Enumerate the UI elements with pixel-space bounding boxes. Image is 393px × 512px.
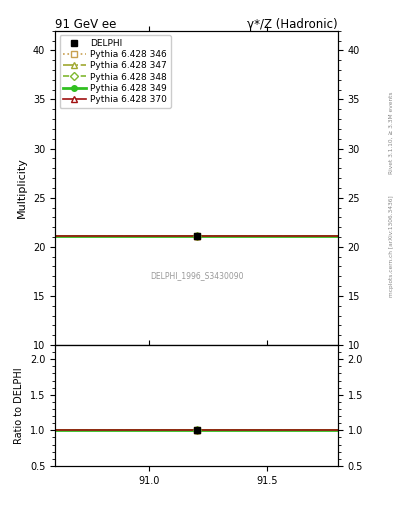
Y-axis label: Ratio to DELPHI: Ratio to DELPHI — [15, 367, 24, 444]
Text: 91 GeV ee: 91 GeV ee — [55, 18, 116, 31]
Text: Rivet 3.1.10, ≥ 3.3M events: Rivet 3.1.10, ≥ 3.3M events — [389, 92, 393, 175]
Text: mcplots.cern.ch [arXiv:1306.3436]: mcplots.cern.ch [arXiv:1306.3436] — [389, 195, 393, 296]
Text: γ*/Z (Hadronic): γ*/Z (Hadronic) — [247, 18, 338, 31]
Legend: DELPHI, Pythia 6.428 346, Pythia 6.428 347, Pythia 6.428 348, Pythia 6.428 349, : DELPHI, Pythia 6.428 346, Pythia 6.428 3… — [59, 35, 171, 108]
Y-axis label: Multiplicity: Multiplicity — [17, 157, 27, 218]
Text: DELPHI_1996_S3430090: DELPHI_1996_S3430090 — [150, 271, 243, 281]
